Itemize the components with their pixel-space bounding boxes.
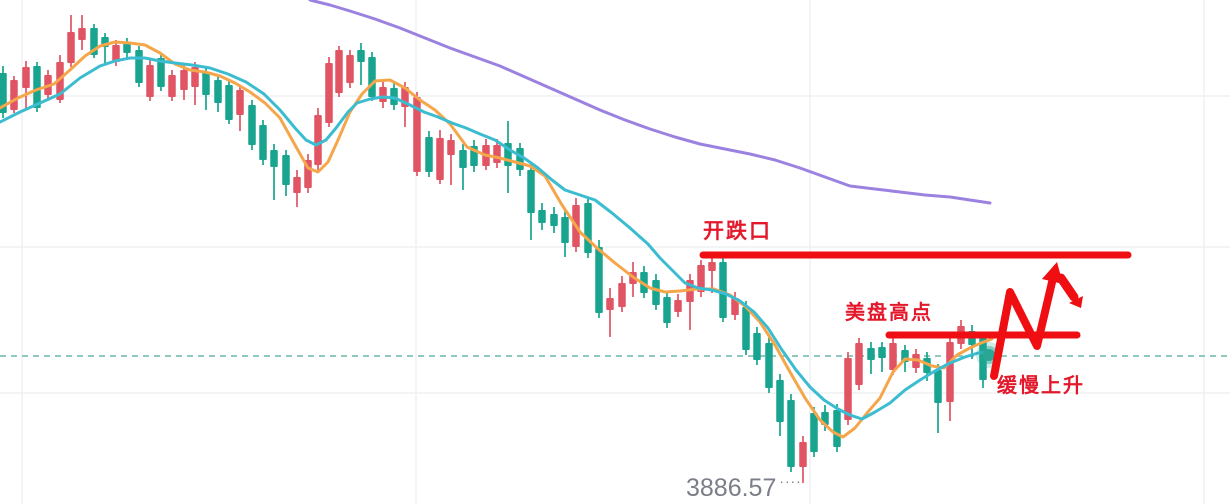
candle-up [22, 61, 30, 110]
candle-down [584, 197, 592, 258]
candle-up [168, 70, 176, 101]
last-price-dot [983, 349, 995, 361]
candle-down [787, 394, 795, 472]
hook-arrowhead[interactable] [1069, 296, 1083, 308]
candle-up [731, 292, 739, 320]
drawn-label-gap-down[interactable]: 开跌口 [703, 220, 772, 243]
candle-down [248, 100, 256, 150]
ma-mid-cyan [0, 56, 992, 421]
candle-down [934, 364, 942, 433]
drawn-zigzag-arrow[interactable] [990, 274, 1057, 380]
candle-down [550, 207, 558, 233]
ma-slow-purple [308, 0, 992, 205]
candle-down [259, 120, 267, 165]
candle-up [946, 336, 954, 421]
candle-up [346, 50, 354, 88]
candle-down [225, 80, 233, 124]
candle-down [0, 66, 7, 118]
drawn-label-slow-rise[interactable]: 缓慢上升 [997, 375, 1085, 397]
candle-up [413, 92, 421, 176]
candle-down [810, 407, 818, 457]
candle-down [135, 46, 143, 87]
low-price-dots: ···· [779, 474, 802, 489]
candle-down [516, 143, 524, 176]
candle-up [889, 338, 897, 375]
candle-up [674, 294, 682, 317]
candle-down [202, 68, 210, 110]
candle-up [335, 46, 343, 97]
candle-down [595, 240, 603, 318]
candle-up [146, 60, 154, 101]
candle-down [357, 43, 365, 85]
candles [0, 15, 987, 483]
candle-down [270, 144, 278, 200]
candle-down [742, 301, 750, 355]
candle-down [368, 52, 376, 101]
candle-up [314, 108, 322, 170]
candle-down [753, 327, 761, 365]
candle-up [304, 154, 312, 193]
low-price-label: 3886.57 ···· [686, 474, 802, 503]
candle-up [78, 15, 86, 50]
candle-up [606, 288, 614, 337]
candle-down [538, 203, 546, 230]
candle-up [293, 170, 301, 207]
candle-down [282, 150, 290, 196]
candle-down [878, 342, 886, 372]
candle-down [867, 342, 875, 374]
candle-up [697, 260, 705, 297]
candle-down [833, 404, 841, 452]
candle-up [379, 80, 387, 108]
candle-up [855, 338, 863, 390]
candle-up [236, 85, 244, 131]
candle-down [459, 144, 467, 190]
candle-down [527, 164, 535, 240]
candle-up [10, 76, 18, 113]
candle-down [101, 33, 109, 63]
low-price-value: 3886.57 [686, 474, 777, 502]
candle-up [436, 130, 444, 184]
candle-up [618, 276, 626, 312]
candle-down [561, 210, 569, 257]
candle-down [719, 257, 727, 322]
candle-up [67, 15, 75, 67]
candle-up [180, 64, 188, 100]
candle-down [214, 75, 222, 112]
candle-up [447, 134, 455, 185]
candle-down [504, 121, 512, 193]
drawn-hook-stroke[interactable] [1056, 273, 1079, 302]
candle-down [123, 38, 131, 58]
candle-down [765, 337, 773, 393]
drawn-label-us-session-high[interactable]: 美盘高点 [845, 302, 933, 324]
candle-up [708, 257, 716, 293]
candle-up [325, 57, 333, 127]
candle-down [663, 291, 671, 328]
candle-up [191, 62, 199, 105]
candle-up [799, 436, 807, 483]
candle-down [470, 140, 478, 172]
ma-fast-orange [0, 40, 994, 439]
candle-down [425, 131, 433, 177]
candle-down [776, 374, 784, 436]
candle-down [652, 274, 660, 310]
